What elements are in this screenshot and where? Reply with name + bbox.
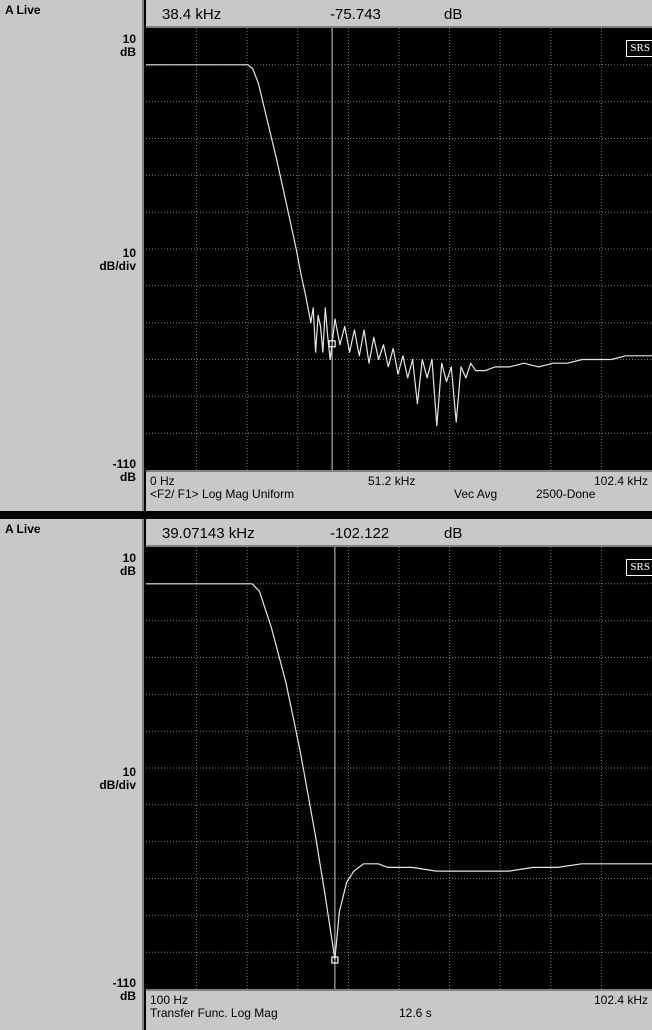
grid xyxy=(146,547,652,989)
y-axis-scale-label: 10 dB/div xyxy=(99,765,136,792)
srs-logo: SRS xyxy=(626,40,652,57)
marker-frequency: 38.4 kHz xyxy=(162,6,222,23)
marker-readout: 38.4 kHz -75.743 dB xyxy=(146,0,652,28)
y-axis-top-label: 10 dB xyxy=(120,551,136,578)
x-axis-end-label: 102.4 kHz xyxy=(593,474,648,488)
marker-point xyxy=(328,340,336,348)
measurement-label: <F2/ F1> Log Mag Uniform xyxy=(150,487,295,501)
y-axis-strip: A Live 10 dB 10 dB/div -110 dB xyxy=(0,0,144,511)
srs-logo: SRS xyxy=(626,559,652,576)
x-axis-start-label: 100 Hz xyxy=(150,993,189,1007)
elapsed-time-label: 12.6 s xyxy=(399,1006,432,1020)
x-axis-start-label: 0 Hz xyxy=(150,474,175,488)
plot-area[interactable] xyxy=(146,28,652,470)
y-axis-scale-label: 10 dB/div xyxy=(99,246,136,273)
marker-value: -102.122 xyxy=(330,525,390,542)
y-axis-bottom-label: -110 dB xyxy=(112,457,136,484)
average-status-label: 2500-Done xyxy=(536,487,596,501)
y-axis-bottom-label: -110 dB xyxy=(112,976,136,1003)
y-axis-strip: A Live 10 dB 10 dB/div -110 dB xyxy=(0,519,144,1030)
trace-line xyxy=(146,583,652,961)
marker-unit: dB xyxy=(444,6,463,23)
averaging-label: Vec Avg xyxy=(454,487,498,501)
x-axis-mid-label: 51.2 kHz xyxy=(368,474,416,488)
spectrum-panel-top: A Live 10 dB 10 dB/div -110 dB 38.4 kHz … xyxy=(0,0,652,511)
marker-unit: dB xyxy=(444,525,463,542)
x-axis-end-label: 102.4 kHz xyxy=(593,993,648,1007)
plot-area[interactable] xyxy=(146,547,652,989)
x-axis-footer: 100 Hz 102.4 kHz Transfer Func. Log Mag … xyxy=(146,989,652,1030)
trace-line xyxy=(146,64,652,427)
y-axis-top-label: 10 dB xyxy=(120,32,136,59)
measurement-label: Transfer Func. Log Mag xyxy=(150,1006,278,1020)
live-status-label: A Live xyxy=(5,3,41,17)
marker-value: -75.743 xyxy=(330,6,381,23)
marker-readout: 39.07143 kHz -102.122 dB xyxy=(146,519,652,547)
spectrum-panel-bottom: A Live 10 dB 10 dB/div -110 dB 39.07143 … xyxy=(0,519,652,1030)
x-axis-footer: 0 Hz 51.2 kHz 102.4 kHz <F2/ F1> Log Mag… xyxy=(146,470,652,511)
live-status-label: A Live xyxy=(5,522,41,536)
marker-point xyxy=(331,956,339,964)
marker-frequency: 39.07143 kHz xyxy=(162,525,255,542)
